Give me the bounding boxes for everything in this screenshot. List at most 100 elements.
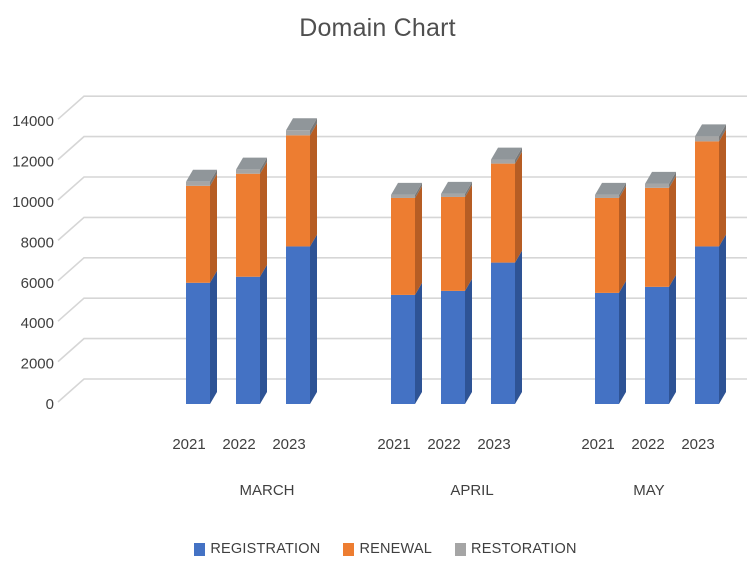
bar-side-renewal	[260, 161, 267, 277]
bar-segment-restoration	[695, 136, 719, 142]
bar-segment-renewal	[645, 187, 669, 287]
y-axis-tick-label: 14000	[12, 113, 54, 130]
legend-item-renewal: RENEWAL	[343, 541, 432, 557]
x-axis-year-label: 2023	[681, 436, 714, 453]
y-axis-tick-label: 0	[46, 396, 54, 413]
bar-segment-restoration	[441, 193, 465, 197]
bar-segment-restoration	[645, 183, 669, 188]
bar-side-restoration	[515, 147, 522, 164]
bar-side-restoration	[310, 118, 317, 136]
y-axis-tick-label: 2000	[21, 356, 54, 373]
x-axis-month-label: APRIL	[450, 482, 493, 499]
bar-side-restoration	[210, 169, 217, 186]
bar-side-renewal	[310, 123, 317, 247]
bar-segment-renewal	[491, 163, 515, 263]
bar-side-restoration	[719, 124, 726, 142]
gridline	[57, 135, 747, 161]
gridline	[57, 176, 747, 201]
bar-segment-registration	[186, 282, 210, 404]
bar-side-registration	[465, 278, 472, 404]
legend-label-restoration: RESTORATION	[471, 541, 577, 557]
bar-side-registration	[719, 234, 726, 404]
gridline	[57, 95, 747, 120]
bar-segment-registration	[441, 290, 465, 404]
bar-side-registration	[310, 234, 317, 404]
bar-segment-registration	[695, 246, 719, 404]
bar-segment-registration	[491, 262, 515, 404]
bar-segment-renewal	[391, 197, 415, 295]
y-axis-tick-label: 4000	[21, 315, 54, 332]
x-axis-year-label: 2021	[172, 436, 205, 453]
bar-segment-registration	[391, 294, 415, 404]
x-axis-month-label: MAY	[633, 482, 664, 499]
bar-side-renewal	[619, 185, 626, 293]
x-axis-year-label: 2021	[581, 436, 614, 453]
bar-side-renewal	[210, 173, 217, 283]
bar-segment-renewal	[441, 196, 465, 291]
bar-side-registration	[515, 250, 522, 404]
axis-labels-group: 0 2000 4000 6000 8000 10000 12000 14000 2021 2022…	[12, 113, 714, 499]
bar-segment-renewal	[286, 135, 310, 247]
x-axis-month-label: MARCH	[240, 482, 295, 499]
y-axis-tick-label: 10000	[12, 194, 54, 211]
bar-segment-restoration	[391, 194, 415, 198]
legend-label-registration: REGISTRATION	[210, 541, 321, 557]
gridlines-group	[57, 95, 747, 403]
y-axis-tick-label: 6000	[21, 275, 54, 292]
bar-top-restoration	[695, 124, 726, 137]
bar-segment-registration	[236, 276, 260, 404]
legend: REGISTRATION RENEWAL RESTORATION	[8, 541, 755, 557]
bar-segment-restoration	[595, 194, 619, 198]
legend-swatch-registration	[194, 542, 206, 556]
bar-segment-registration	[286, 246, 310, 404]
bar-side-registration	[210, 270, 217, 404]
bar-side-registration	[260, 264, 267, 404]
bar-side-restoration	[669, 171, 676, 188]
bar-segment-renewal	[236, 173, 260, 277]
bar-segment-registration	[595, 292, 619, 404]
bar-top-restoration	[236, 157, 267, 170]
x-axis-year-label: 2022	[631, 436, 664, 453]
bar-segment-renewal	[595, 197, 619, 293]
y-axis-tick-label: 12000	[12, 154, 54, 171]
bar-side-restoration	[465, 181, 472, 197]
bar-side-renewal	[719, 129, 726, 247]
chart-title: Domain Chart	[299, 14, 456, 42]
bar-side-registration	[619, 280, 626, 404]
bar-top-restoration	[286, 118, 317, 131]
bar-segment-renewal	[186, 185, 210, 283]
legend-item-restoration: RESTORATION	[455, 541, 577, 557]
bar-segment-registration	[645, 286, 669, 404]
bar-top-restoration	[491, 147, 522, 160]
gridline	[57, 378, 747, 403]
bar-segment-restoration	[186, 181, 210, 186]
bar-side-renewal	[669, 175, 676, 287]
x-axis-year-label: 2022	[222, 436, 255, 453]
bar-top-restoration	[645, 171, 676, 184]
bars-group	[186, 118, 726, 404]
legend-item-registration: REGISTRATION	[194, 541, 320, 557]
bar-side-renewal	[415, 185, 422, 295]
gridline	[57, 216, 747, 241]
bar-segment-restoration	[286, 130, 310, 136]
bar-side-registration	[669, 274, 676, 404]
bar-segment-restoration	[491, 159, 515, 164]
gridline	[57, 337, 747, 363]
plot-area: 0 2000 4000 6000 8000 10000 12000 14000 2021 2022…	[12, 95, 747, 499]
x-axis-year-label: 2023	[272, 436, 305, 453]
legend-swatch-renewal	[343, 542, 355, 556]
bar-side-renewal	[465, 184, 472, 291]
gridline	[57, 257, 747, 282]
gridline	[57, 297, 747, 322]
y-axis-tick-label: 8000	[21, 234, 54, 251]
bar-top-restoration	[441, 181, 472, 194]
bar-side-restoration	[260, 157, 267, 174]
bar-segment-renewal	[695, 141, 719, 247]
bar-side-restoration	[619, 182, 626, 198]
bar-segment-restoration	[236, 169, 260, 174]
legend-swatch-restoration	[455, 542, 467, 556]
bar-side-registration	[415, 282, 422, 404]
bar-side-renewal	[515, 151, 522, 263]
x-axis-year-label: 2022	[427, 436, 460, 453]
